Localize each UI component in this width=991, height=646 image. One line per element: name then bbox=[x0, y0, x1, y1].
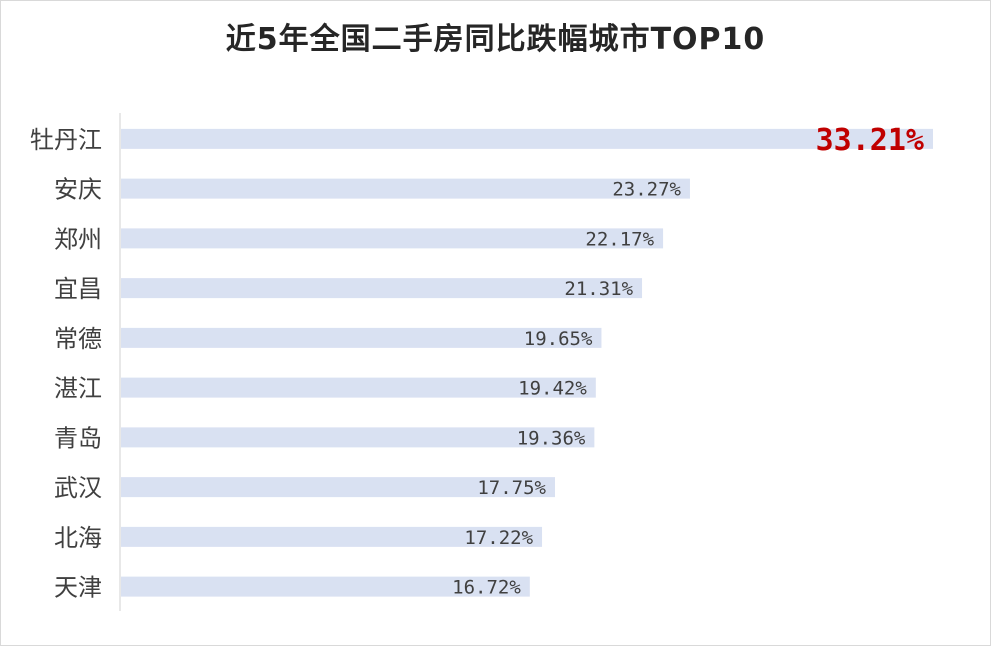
bar bbox=[121, 377, 596, 398]
bar bbox=[121, 128, 933, 149]
value-label: 23.27% bbox=[612, 179, 681, 201]
bar bbox=[121, 477, 555, 498]
value-label: 19.65% bbox=[524, 328, 593, 350]
value-label: 22.17% bbox=[585, 228, 654, 250]
bar bbox=[121, 427, 595, 448]
category-label: 湛江 bbox=[54, 375, 102, 403]
value-label: 33.21% bbox=[816, 123, 924, 158]
category-label: 武汉 bbox=[54, 474, 102, 502]
category-label: 宜昌 bbox=[54, 275, 102, 303]
bar bbox=[121, 228, 664, 249]
value-label: 16.72% bbox=[452, 577, 521, 599]
bar bbox=[121, 576, 530, 597]
bar bbox=[121, 278, 643, 299]
category-label: 郑州 bbox=[54, 225, 102, 253]
value-label: 19.36% bbox=[517, 427, 586, 449]
value-label: 21.31% bbox=[564, 278, 633, 300]
value-label: 19.42% bbox=[518, 378, 587, 400]
category-label: 北海 bbox=[54, 524, 102, 552]
category-label: 青岛 bbox=[54, 424, 102, 452]
category-label: 常德 bbox=[54, 325, 102, 353]
value-label: 17.22% bbox=[464, 527, 533, 549]
value-label: 17.75% bbox=[477, 477, 546, 499]
bar bbox=[121, 327, 602, 348]
category-label: 天津 bbox=[54, 574, 102, 602]
chart-title: 近5年全国二手房同比跌幅城市TOP10 bbox=[225, 22, 766, 57]
bar bbox=[121, 526, 543, 547]
category-label: 牡丹江 bbox=[30, 126, 102, 154]
category-label: 安庆 bbox=[54, 176, 102, 204]
bar bbox=[121, 178, 690, 199]
